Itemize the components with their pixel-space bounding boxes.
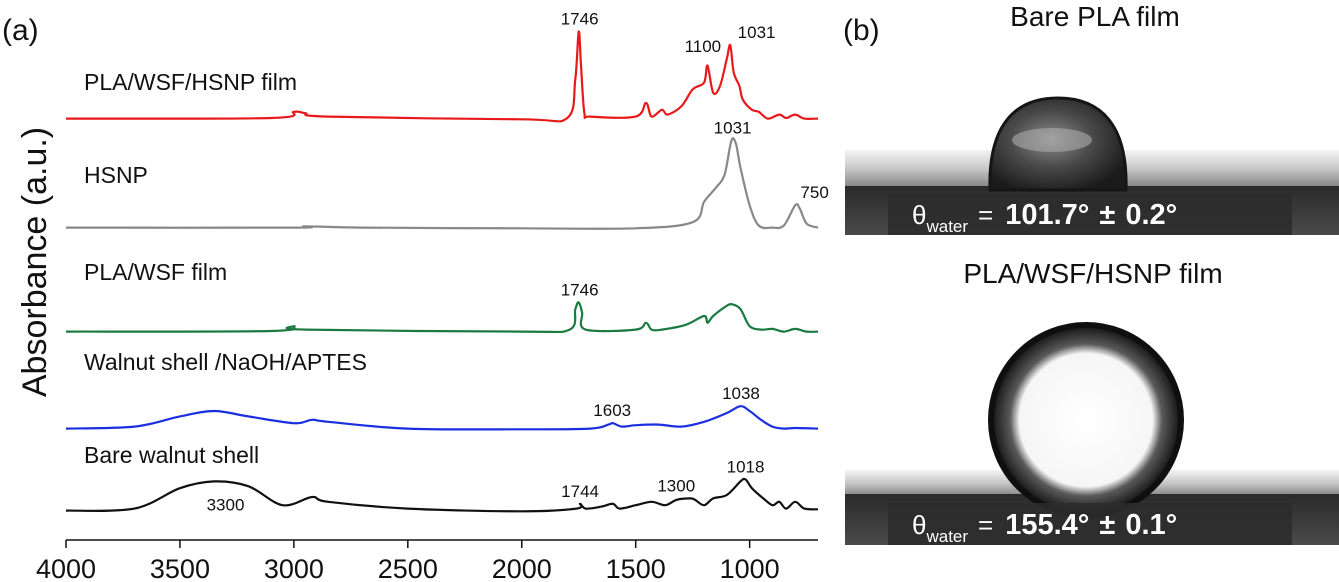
svg-text:θwater=155.4°±0.1°: θwater = 155.4° ±0.1° bbox=[912, 509, 1177, 546]
series-label: PLA/WSF/HSNP film bbox=[84, 69, 297, 95]
spectrum-line-0 bbox=[65, 30, 819, 123]
peak-annotations: 1746 1100 1031 1031 750 1746 1603 1038 3300 1744 1… bbox=[207, 10, 829, 515]
series-label: PLA/WSF film bbox=[84, 259, 227, 285]
photo-title-composite: PLA/WSF/HSNP film bbox=[963, 258, 1222, 289]
series-labels: PLA/WSF/HSNP film HSNP PLA/WSF film Walnut … bbox=[84, 69, 367, 468]
y-axis-label: Absorbance (a.u.) bbox=[16, 127, 54, 397]
contact-angle-error: 0.1° bbox=[1125, 509, 1177, 541]
x-tick-label: 2000 bbox=[492, 554, 552, 582]
peak-label: 1300 bbox=[657, 476, 695, 495]
spectrum-line-1 bbox=[65, 137, 819, 230]
theta-subscript: water bbox=[925, 527, 968, 546]
peak-label: 1038 bbox=[722, 384, 760, 403]
x-tick-label: 4000 bbox=[36, 554, 96, 582]
x-axis-ticks: 4000 3500 3000 2500 2000 1500 1000 bbox=[36, 540, 780, 582]
panel-b-label: (b) bbox=[843, 14, 880, 47]
plus-minus: ± bbox=[1099, 509, 1115, 541]
photo-title-bare-pla: Bare PLA film bbox=[1010, 1, 1180, 32]
x-tick-label: 3000 bbox=[264, 554, 324, 582]
peak-label: 1603 bbox=[593, 401, 631, 420]
ftir-plot: 4000 3500 3000 2500 2000 1500 1000 PLA/WSF/HSN… bbox=[36, 10, 829, 582]
spectrum-line-2 bbox=[65, 301, 819, 334]
peak-label: 1018 bbox=[727, 457, 765, 476]
peak-label: 1746 bbox=[561, 10, 599, 29]
peak-label: 1744 bbox=[561, 482, 599, 501]
spectrum-line-3 bbox=[65, 405, 819, 431]
equals-sign: = bbox=[978, 200, 993, 230]
peak-label: 1031 bbox=[738, 23, 776, 42]
svg-text:θwater=101.7°±0.2°: θwater = 101.7° ±0.2° bbox=[912, 199, 1177, 236]
series-label: HSNP bbox=[84, 162, 148, 188]
x-tick-label: 2500 bbox=[378, 554, 438, 582]
contact-angle-value: 155.4° bbox=[1005, 509, 1089, 541]
x-tick-label: 1500 bbox=[606, 554, 666, 582]
contact-angle-readout-bare-pla: θwater = 101.7° ±0.2° bbox=[888, 193, 1292, 236]
peak-label: 750 bbox=[800, 183, 828, 202]
contact-angle-readout-composite: θwater = 155.4° ±0.1° bbox=[888, 503, 1292, 546]
panel-a-label: (a) bbox=[2, 14, 39, 47]
theta-symbol: θ bbox=[912, 200, 926, 230]
spectrum-line-4 bbox=[65, 477, 819, 513]
theta-symbol: θ bbox=[912, 510, 926, 540]
contact-angle-value: 101.7° bbox=[1005, 199, 1089, 231]
x-tick-label: 1000 bbox=[720, 554, 780, 582]
theta-subscript: water bbox=[925, 217, 968, 236]
equals-sign: = bbox=[978, 510, 993, 540]
peak-label: 1100 bbox=[685, 37, 722, 56]
series-label: Walnut shell /NaOH/APTES bbox=[84, 349, 367, 375]
contact-angle-error: 0.2° bbox=[1125, 199, 1177, 231]
spectra bbox=[65, 30, 819, 513]
plus-minus: ± bbox=[1099, 199, 1115, 231]
peak-label: 1746 bbox=[561, 280, 599, 299]
x-tick-label: 3500 bbox=[150, 554, 210, 582]
water-droplet-superhydrophobic bbox=[988, 322, 1184, 518]
series-label: Bare walnut shell bbox=[84, 442, 259, 468]
peak-label: 1031 bbox=[714, 119, 752, 138]
peak-label: 3300 bbox=[207, 496, 245, 515]
